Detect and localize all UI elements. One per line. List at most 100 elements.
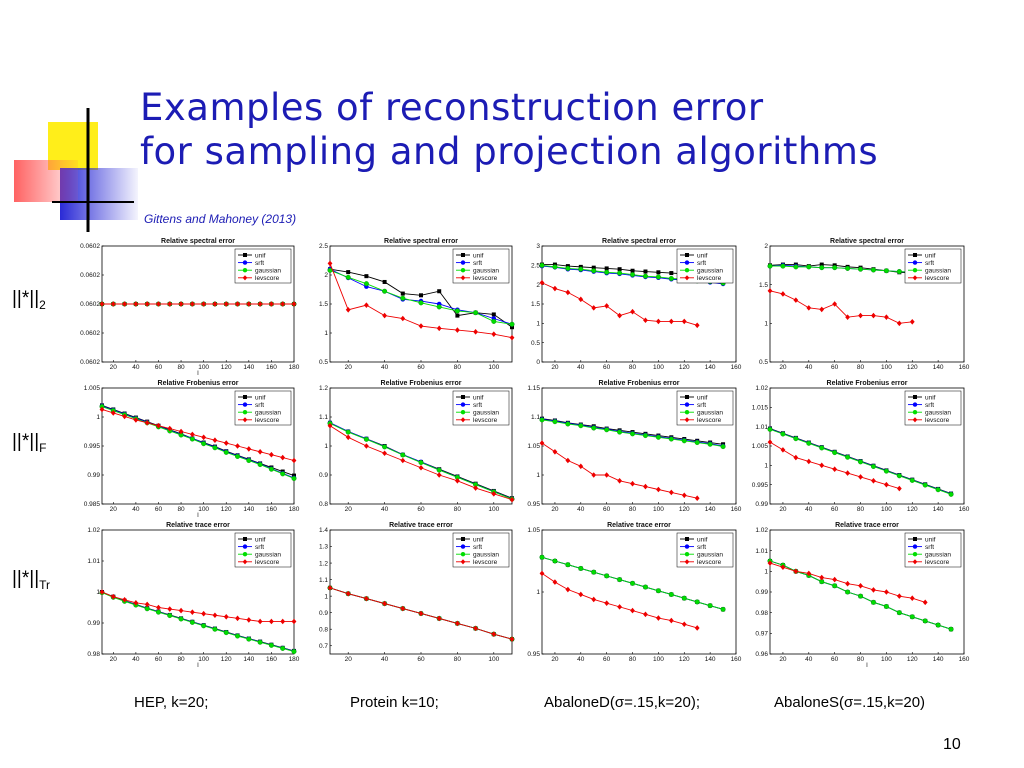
panel-abaloned-spectral: Relative spectral error 20 40 60 80 100 120 140… [518,234,742,376]
chart-abalones-frobenius: Relative Frobenius error 20 40 60 80 100 120 14… [752,380,970,513]
point-gaussian [539,417,545,423]
point-unif [630,268,635,273]
legend-marker-gaussian [242,410,248,415]
row-label-trace: ||*||Tr [12,568,50,592]
point-gaussian [491,318,497,324]
point-levscore [668,617,674,624]
y-tick-label-2: 1 [764,463,768,470]
point-levscore [793,454,799,461]
y-tick-label-6: 1.02 [755,527,768,534]
point-levscore [780,447,786,453]
point-gaussian [935,622,941,628]
point-gaussian [668,436,674,442]
legend-label-gaussian: gaussian [473,268,499,275]
x-tick-label-0: 20 [779,506,787,513]
point-gaussian [883,603,889,609]
y-tick-label-1: 0.5 [531,340,540,347]
legend-label-gaussian: gaussian [255,410,281,417]
point-gaussian [473,310,479,316]
point-unif [419,293,423,298]
y-tick-label-0: 0.8 [319,501,328,508]
x-tick-label-2: 60 [603,506,611,513]
x-tick-label-0: 20 [551,364,559,371]
y-tick-label-1: 0.99 [87,472,100,479]
point-levscore [767,439,773,445]
point-levscore [133,600,139,606]
point-levscore [269,451,274,458]
point-gaussian [382,288,388,294]
x-tick-label-2: 60 [417,506,425,513]
point-gaussian [707,441,713,447]
point-gaussian [578,565,584,571]
legend-label-srft: srft [255,544,264,551]
point-gaussian [617,577,623,583]
y-tick-label-3: 1 [96,414,100,421]
x-tick-label-3: 80 [454,656,462,663]
point-levscore [630,308,635,315]
y-tick-label-1: 0.8 [319,626,328,633]
point-gaussian [909,477,915,483]
x-tick-label-2: 60 [155,656,163,663]
legend-label-srft: srft [697,260,706,267]
x-tick-label-4: 100 [198,656,209,663]
y-tick-label-4: 2 [536,282,540,289]
point-levscore [257,301,263,307]
x-tick-label-7: 160 [266,364,277,371]
point-levscore [144,301,150,307]
point-levscore [630,607,635,614]
x-tick-label-4: 100 [198,364,209,371]
panel-abaloned-trace: Relative trace error 20 40 60 80 100 120 140 160… [518,518,742,668]
x-tick-label-2: 60 [831,656,839,663]
point-levscore [400,315,406,322]
x-tick-label-2: 60 [831,506,839,513]
x-tick-label-7: 160 [959,656,970,663]
x-tick-label-5: 120 [907,656,918,663]
point-gaussian [591,268,597,274]
point-gaussian [630,580,636,586]
point-levscore [884,481,889,488]
x-tick-label-4: 100 [881,364,892,371]
legend-label-levscore: levscore [473,559,498,566]
x-tick-label-1: 40 [132,364,140,371]
point-levscore [156,301,161,307]
point-levscore [291,618,297,625]
point-levscore [694,495,700,501]
point-gaussian [948,626,954,632]
x-tick-label-5: 120 [679,506,690,513]
point-levscore [896,593,902,599]
panel-protein-frobenius: Relative Frobenius error 20 40 60 80 100 0.8 0.… [306,376,518,518]
x-axis-label: l [866,662,868,668]
point-gaussian [655,434,661,440]
legend-marker-gaussian [684,268,690,273]
panel-title: Relative spectral error [161,238,235,245]
point-levscore [455,478,460,484]
x-tick-label-8: 180 [289,656,300,663]
x-tick-label-5: 120 [907,364,918,371]
legend-label-levscore: levscore [255,559,280,566]
x-tick-label-4: 100 [488,364,499,371]
x-tick-label-4: 100 [488,506,499,513]
point-gaussian [223,630,229,636]
y-tick-label-2: 0.995 [84,443,101,450]
x-tick-label-1: 40 [381,656,389,663]
point-gaussian [436,467,442,473]
point-gaussian [246,636,252,642]
point-levscore [110,593,116,600]
point-gaussian [604,573,610,579]
point-gaussian [257,639,263,645]
legend-marker-gaussian [912,552,918,557]
legend-marker-srft [460,544,466,549]
y-tick-label-0: 0.7 [319,643,328,650]
point-levscore [99,301,105,307]
point-levscore [246,617,252,623]
point-levscore [473,329,478,335]
y-tick-label-0: 0.985 [84,501,101,508]
legend-marker-srft [242,402,248,407]
point-levscore [201,434,207,441]
point-gaussian [604,427,610,433]
y-tick-label-3: 1.5 [531,301,540,308]
point-levscore [201,610,207,617]
point-levscore [591,305,597,311]
point-levscore [212,301,218,307]
point-levscore [845,580,850,587]
